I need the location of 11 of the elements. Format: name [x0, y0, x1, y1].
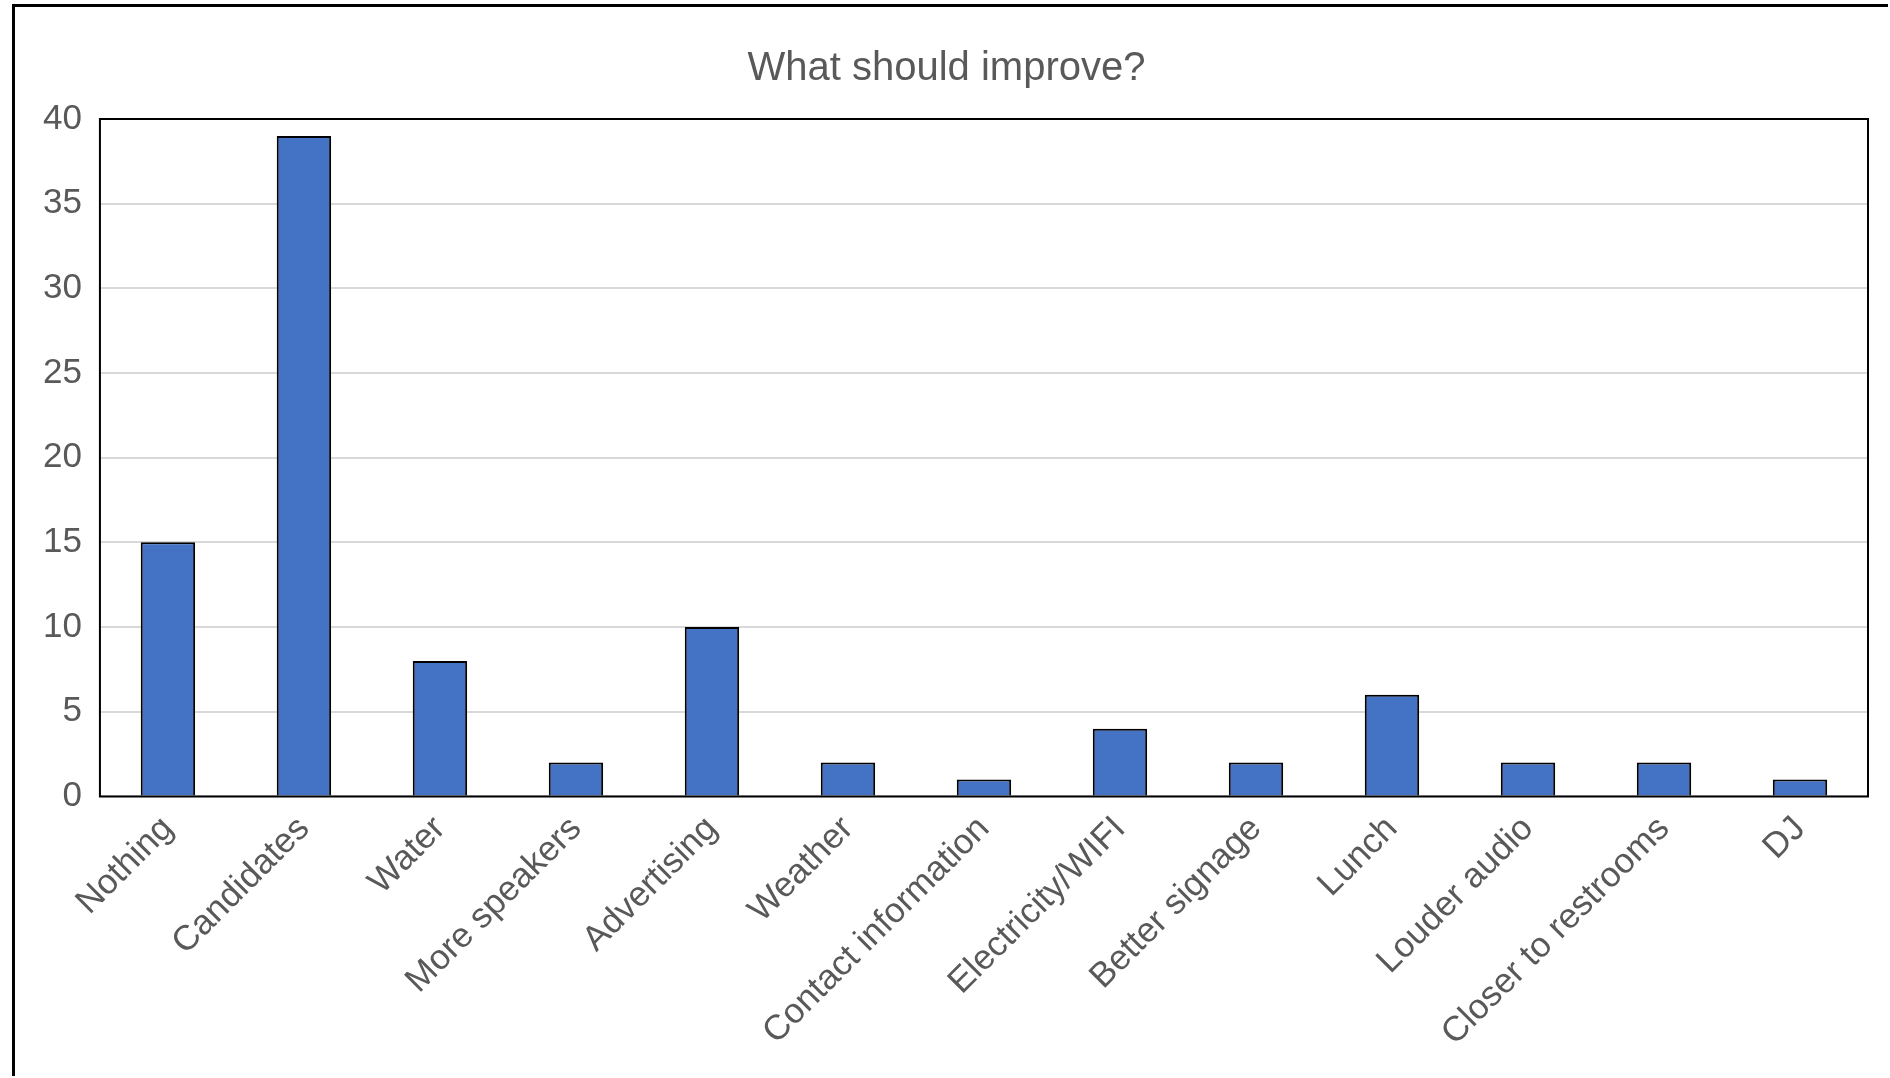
y-tick-label: 30	[42, 266, 82, 305]
y-tick-label: 15	[42, 520, 82, 560]
y-tick-label: 10	[42, 604, 82, 644]
x-tick-label: DJ	[1753, 807, 1812, 866]
y-tick-label: 20	[42, 435, 82, 475]
y-tick-label: 40	[42, 96, 82, 136]
y-tick-label: 25	[42, 350, 82, 390]
chart-title: What should improve?	[747, 44, 1146, 89]
y-tick-label: 0	[62, 774, 82, 814]
y-tick-label: 35	[42, 181, 82, 221]
y-tick-label: 5	[62, 689, 82, 729]
